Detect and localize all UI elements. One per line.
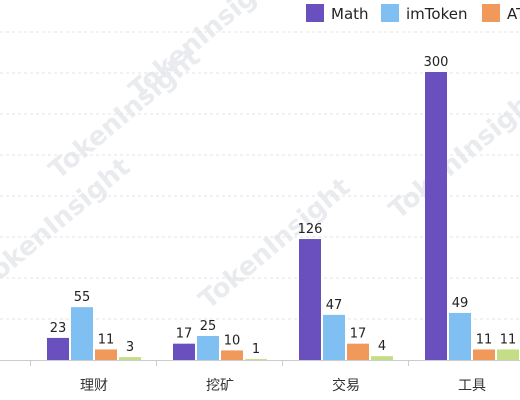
data-label: 1 <box>252 342 260 357</box>
legend-label: imToken <box>406 5 467 23</box>
data-label: 49 <box>452 296 469 311</box>
data-label: 300 <box>424 55 449 70</box>
watermark-text: TokenInsight <box>194 172 357 315</box>
bar-at-1 <box>95 349 117 360</box>
bar-imtoken-1 <box>71 307 93 360</box>
x-tick-label: 挖矿 <box>206 378 234 394</box>
legend-swatch <box>381 4 399 22</box>
legend: Math imToken AT <box>306 4 520 23</box>
bar-imtoken-4 <box>449 312 471 360</box>
data-label: 17 <box>350 327 367 342</box>
legend-swatch <box>306 4 324 22</box>
bar-math-1 <box>47 337 69 360</box>
data-label: 11 <box>98 332 115 347</box>
x-tick-label: 交易 <box>332 377 360 394</box>
data-labels: 23 55 11 3 17 25 10 1 126 47 17 4 300 49 11 11 <box>50 55 517 357</box>
bar-math-2 <box>173 343 195 360</box>
data-label: 11 <box>500 332 517 347</box>
data-label: 47 <box>326 298 343 313</box>
data-label: 10 <box>224 333 241 348</box>
legend-label: Math <box>331 5 369 23</box>
bar-at-3 <box>347 343 369 360</box>
x-tick-label: 工具 <box>458 378 486 394</box>
data-label: 55 <box>74 290 91 305</box>
data-label: 17 <box>176 327 193 342</box>
bar-math-3 <box>299 239 321 360</box>
bar-imtoken-2 <box>197 336 219 360</box>
watermark-text: TokenInsight <box>384 82 520 225</box>
bar-series4-4 <box>497 349 519 360</box>
legend-swatch <box>482 4 500 22</box>
data-label: 4 <box>378 339 386 354</box>
bar-math-4 <box>425 72 447 360</box>
bar-at-2 <box>221 350 243 360</box>
data-label: 126 <box>298 222 323 237</box>
data-label: 3 <box>126 340 134 355</box>
bar-series4-1 <box>119 357 141 360</box>
x-axis: 理财 挖矿 交易 工具 <box>0 360 520 394</box>
data-label: 11 <box>476 332 493 347</box>
bar-series4-3 <box>371 356 393 360</box>
data-label: 23 <box>50 321 67 336</box>
bars <box>47 72 519 360</box>
legend-label: AT <box>507 5 520 23</box>
bar-series4-2 <box>245 359 267 360</box>
bar-imtoken-3 <box>323 314 345 360</box>
data-label: 25 <box>200 319 217 334</box>
x-tick-label: 理财 <box>80 378 108 394</box>
bar-at-4 <box>473 349 495 360</box>
